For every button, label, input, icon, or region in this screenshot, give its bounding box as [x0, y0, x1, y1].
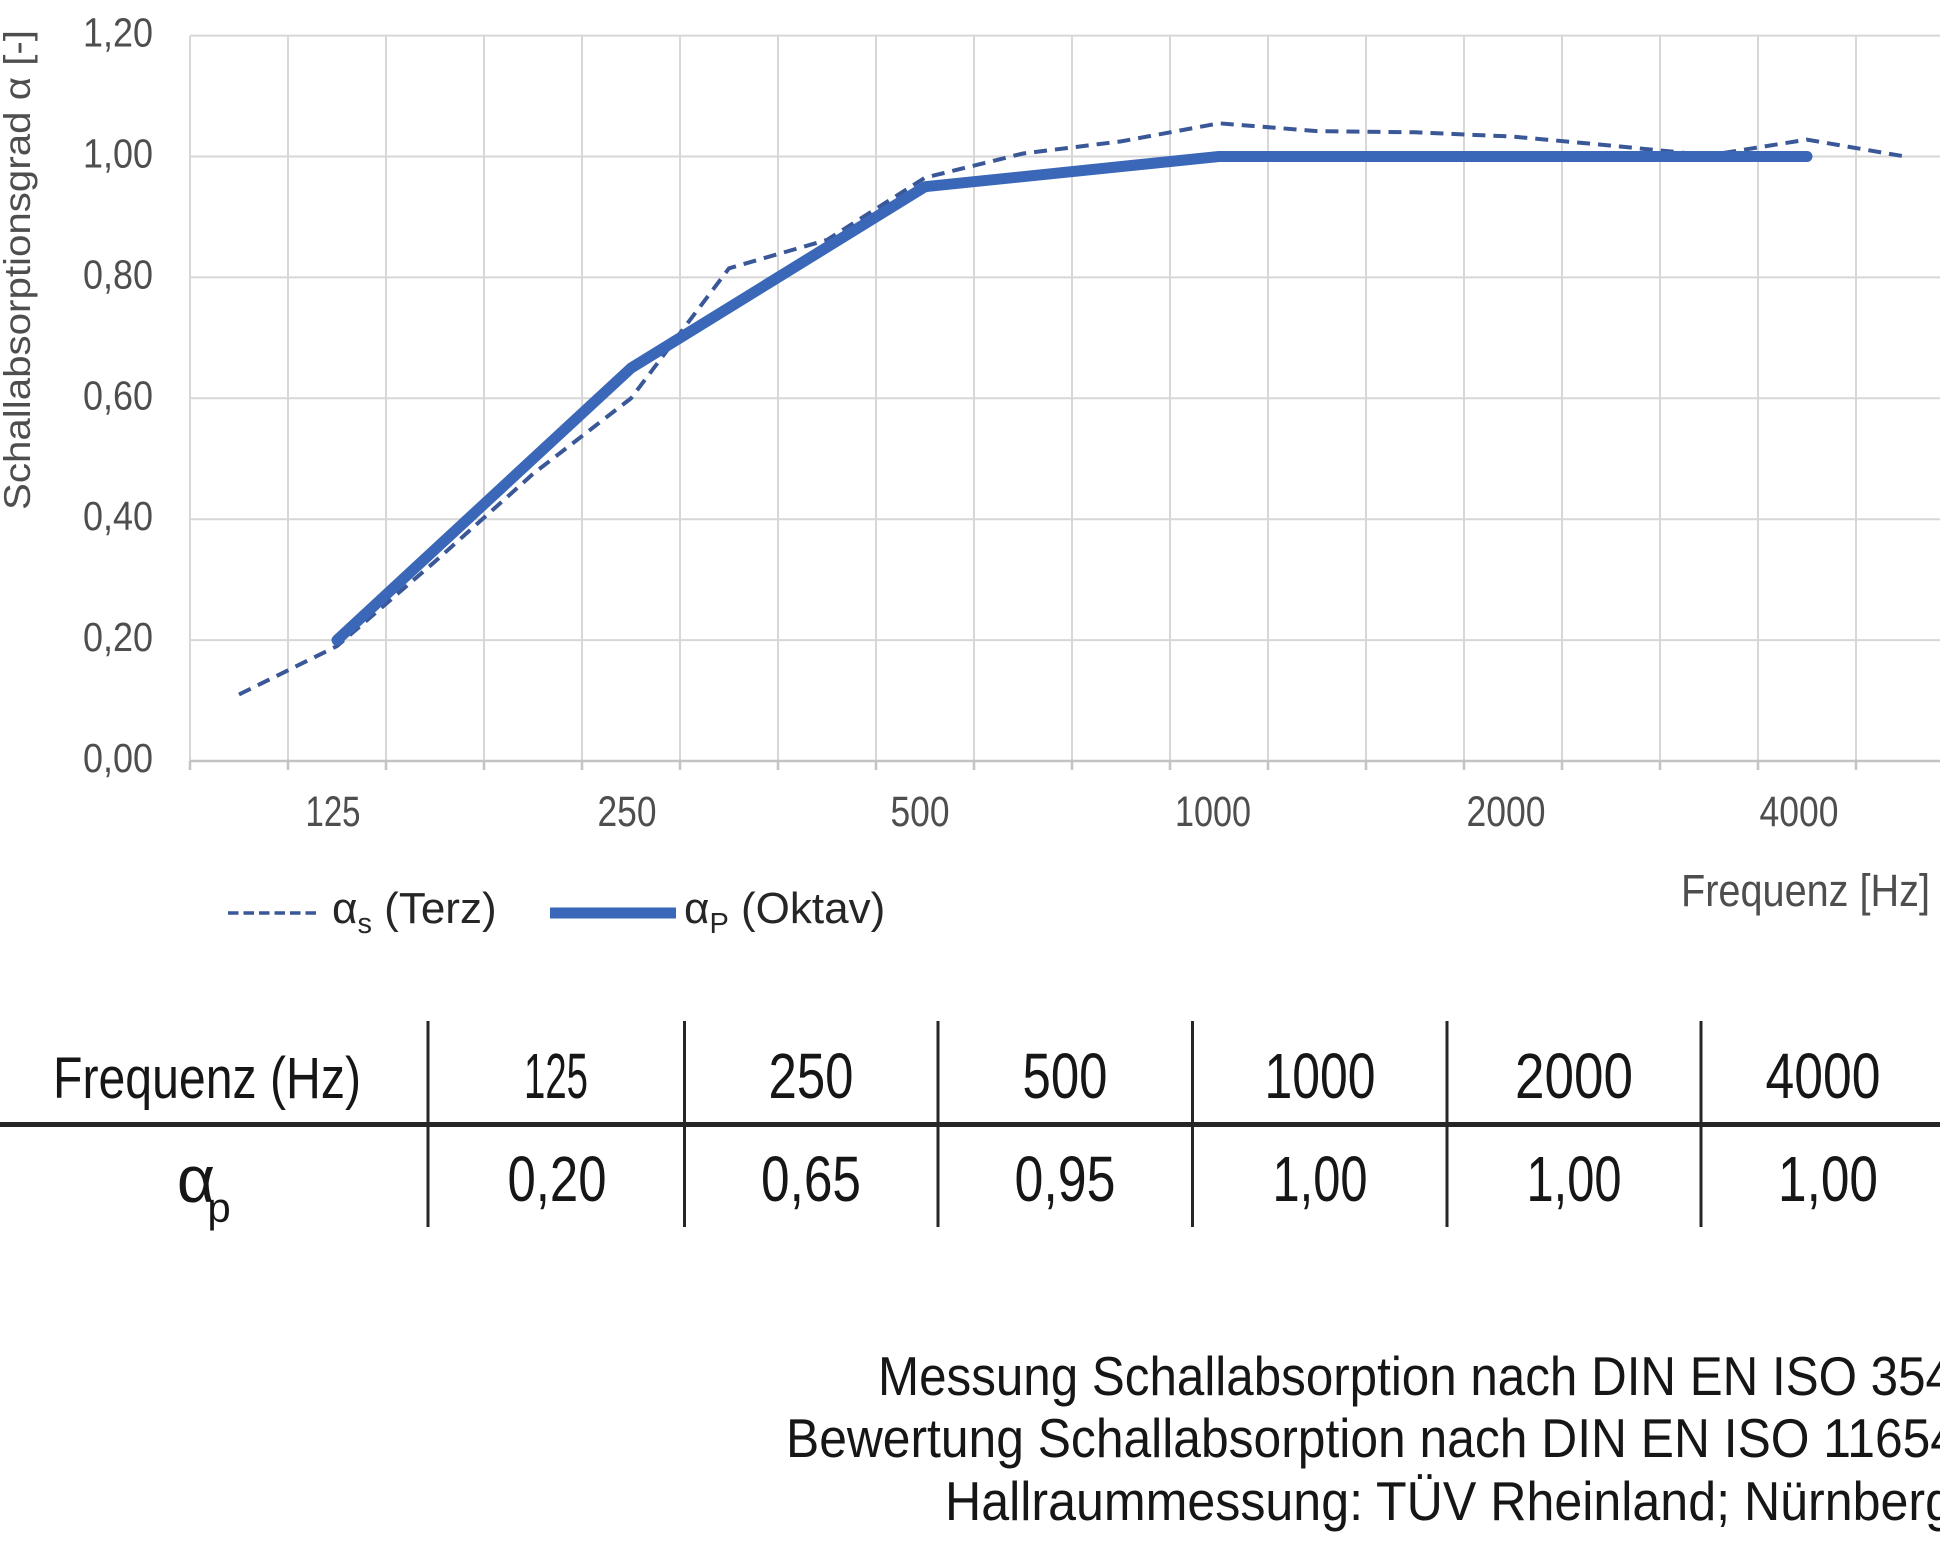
- svg-text:0,95: 0,95: [1015, 1143, 1116, 1215]
- svg-text:Schallabsorptionsgrad α [-]: Schallabsorptionsgrad α [-]: [0, 30, 38, 510]
- svg-text:0,65: 0,65: [761, 1143, 861, 1215]
- svg-text:1000: 1000: [1265, 1040, 1376, 1112]
- svg-text:4000: 4000: [1766, 1040, 1881, 1112]
- svg-text:αP (Oktav): αP (Oktav): [684, 884, 885, 940]
- svg-text:0,20: 0,20: [83, 614, 153, 660]
- svg-text:1,00: 1,00: [83, 131, 153, 177]
- svg-text:Bewertung Schallabsorption nac: Bewertung Schallabsorption nach DIN EN I…: [786, 1407, 1940, 1469]
- svg-text:Messung Schallabsorption nach: Messung Schallabsorption nach DIN EN ISO…: [878, 1345, 1940, 1407]
- svg-text:0,00: 0,00: [83, 735, 153, 781]
- svg-text:250: 250: [598, 788, 657, 836]
- svg-text:p: p: [207, 1184, 230, 1231]
- svg-text:Hallraummessung: TÜV Rheinland: Hallraummessung: TÜV Rheinland; Nürnberg: [945, 1470, 1940, 1532]
- svg-text:α: α: [177, 1142, 215, 1216]
- svg-text:2000: 2000: [1467, 788, 1546, 836]
- svg-text:Frequenz [Hz]: Frequenz [Hz]: [1681, 865, 1930, 916]
- svg-text:0,80: 0,80: [83, 251, 153, 297]
- svg-text:500: 500: [891, 788, 950, 836]
- svg-text:2000: 2000: [1515, 1040, 1633, 1112]
- svg-text:125: 125: [524, 1040, 588, 1112]
- svg-text:1,00: 1,00: [1527, 1143, 1622, 1215]
- svg-text:1,00: 1,00: [1273, 1143, 1368, 1215]
- svg-text:1,00: 1,00: [1778, 1143, 1878, 1215]
- svg-text:4000: 4000: [1760, 788, 1839, 836]
- svg-text:0,20: 0,20: [508, 1143, 607, 1215]
- svg-text:1,20: 1,20: [83, 10, 153, 56]
- svg-text:250: 250: [769, 1040, 854, 1112]
- svg-text:125: 125: [306, 788, 361, 836]
- svg-text:0,40: 0,40: [83, 493, 153, 539]
- svg-text:500: 500: [1023, 1040, 1108, 1112]
- svg-text:1000: 1000: [1175, 788, 1251, 836]
- svg-text:αs (Terz): αs (Terz): [332, 884, 497, 940]
- svg-text:0,60: 0,60: [83, 372, 153, 418]
- svg-text:Frequenz (Hz): Frequenz (Hz): [53, 1046, 361, 1111]
